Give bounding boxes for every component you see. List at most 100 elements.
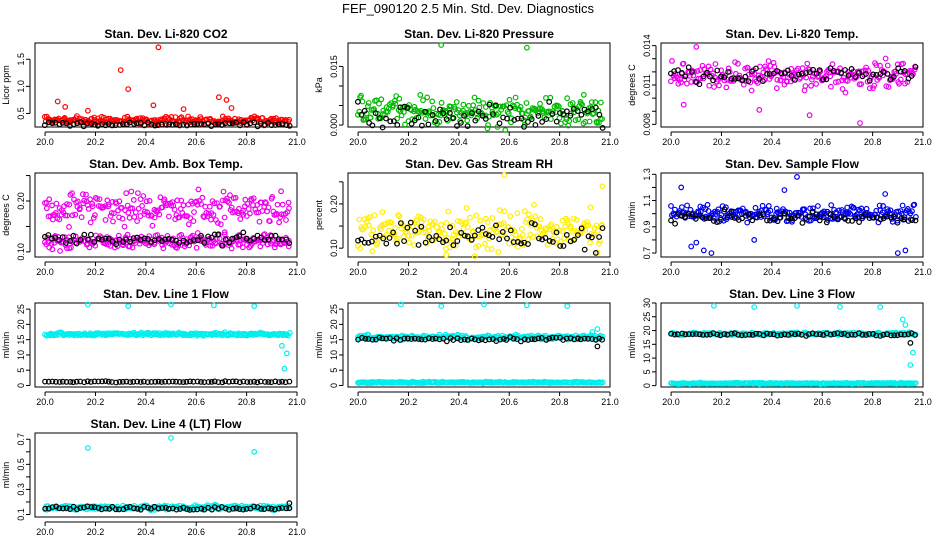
data-point — [396, 213, 403, 220]
data-point — [594, 326, 601, 332]
data-point — [806, 66, 813, 73]
data-point — [550, 238, 556, 245]
data-point — [379, 335, 386, 342]
data-point — [91, 239, 98, 245]
data-point — [579, 226, 586, 233]
x-tick-label: 20.2 — [87, 267, 105, 277]
data-point — [108, 209, 115, 216]
data-point — [745, 78, 752, 85]
data-point — [53, 378, 59, 385]
data-point — [180, 106, 187, 112]
data-point — [485, 122, 491, 128]
data-point — [146, 233, 153, 240]
data-point — [532, 213, 539, 220]
data-point — [45, 378, 52, 385]
x-tick-label: 20.8 — [864, 397, 882, 407]
x-tick-label: 20.6 — [187, 267, 205, 277]
data-point — [882, 191, 889, 197]
data-point — [480, 100, 487, 106]
y-tick-label: 0.9 — [642, 221, 652, 234]
data-point — [521, 208, 528, 215]
data-point — [401, 335, 408, 342]
data-point — [767, 331, 774, 338]
data-point — [560, 111, 567, 118]
data-point — [909, 217, 916, 224]
data-point — [909, 208, 915, 215]
x-tick-label: 20.4 — [763, 267, 781, 277]
data-point — [774, 332, 781, 339]
data-point — [210, 211, 217, 218]
data-point — [193, 198, 200, 205]
data-point — [692, 215, 699, 222]
data-point — [56, 237, 62, 243]
data-point — [495, 249, 502, 256]
data-point — [484, 125, 491, 132]
series-reference — [355, 334, 605, 350]
data-point — [801, 206, 808, 213]
data-point — [831, 331, 837, 337]
plot-frame — [34, 432, 298, 518]
data-point — [144, 209, 151, 216]
data-point — [148, 379, 155, 385]
data-point — [187, 378, 193, 385]
data-point — [211, 231, 218, 238]
data-point — [668, 330, 674, 337]
data-point — [113, 379, 119, 386]
data-point — [871, 82, 878, 89]
data-point — [239, 207, 246, 214]
data-point — [171, 206, 178, 213]
data-point — [788, 72, 795, 79]
data-point — [133, 120, 140, 127]
data-point — [46, 196, 53, 203]
data-point — [885, 84, 892, 90]
x-tick-label: 20.8 — [551, 267, 569, 277]
data-point — [80, 504, 87, 511]
x-axis: 20.0 20.2 20.4 20.6 20.8 21.0 — [36, 391, 306, 407]
data-point — [728, 209, 735, 216]
y-tick-label: 5 — [329, 368, 339, 373]
data-point — [468, 236, 475, 243]
data-point — [882, 55, 889, 62]
y-tick-label: 30 — [642, 298, 652, 308]
data-point — [49, 120, 56, 127]
data-point — [91, 121, 98, 128]
series-reference — [42, 378, 293, 386]
data-point — [406, 239, 413, 246]
data-point — [891, 213, 897, 220]
data-point — [888, 214, 894, 221]
data-point — [394, 121, 401, 128]
data-point — [98, 236, 105, 243]
data-point — [553, 334, 559, 341]
data-point — [517, 103, 524, 110]
data-point — [130, 235, 137, 242]
data-point — [222, 378, 229, 385]
data-point — [845, 332, 851, 339]
data-point — [784, 78, 790, 85]
data-point — [386, 235, 393, 241]
data-point — [894, 219, 901, 226]
data-point — [490, 111, 496, 117]
y-tick-label: 0.7 — [642, 247, 652, 260]
x-tick-label: 20.6 — [813, 397, 831, 407]
data-point — [211, 200, 218, 207]
data-point — [458, 119, 464, 126]
data-point — [144, 235, 151, 242]
data-point — [426, 335, 432, 342]
data-point — [198, 379, 204, 385]
data-point — [728, 75, 735, 82]
data-point — [208, 234, 215, 241]
data-point — [275, 121, 282, 128]
data-point — [102, 505, 109, 512]
data-point — [500, 336, 507, 342]
data-point — [217, 203, 223, 210]
data-point — [187, 121, 194, 128]
data-point — [74, 506, 80, 513]
series-main — [668, 44, 918, 126]
figure-title: FEF_090120 2.5 Min. Std. Dev. Diagnostic… — [342, 1, 594, 16]
data-point — [525, 337, 531, 343]
data-point — [785, 215, 792, 222]
data-point — [496, 120, 503, 127]
series-reference — [668, 64, 919, 88]
data-point — [382, 112, 388, 118]
